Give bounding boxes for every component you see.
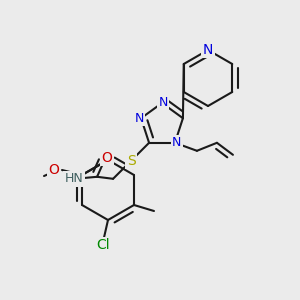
Text: N: N xyxy=(134,112,144,125)
Text: N: N xyxy=(172,136,182,149)
Text: HN: HN xyxy=(65,172,83,185)
Text: S: S xyxy=(127,154,135,168)
Text: O: O xyxy=(102,151,112,165)
Text: N: N xyxy=(203,43,213,57)
Text: N: N xyxy=(158,95,168,109)
Text: O: O xyxy=(49,163,59,177)
Text: Cl: Cl xyxy=(96,238,110,252)
